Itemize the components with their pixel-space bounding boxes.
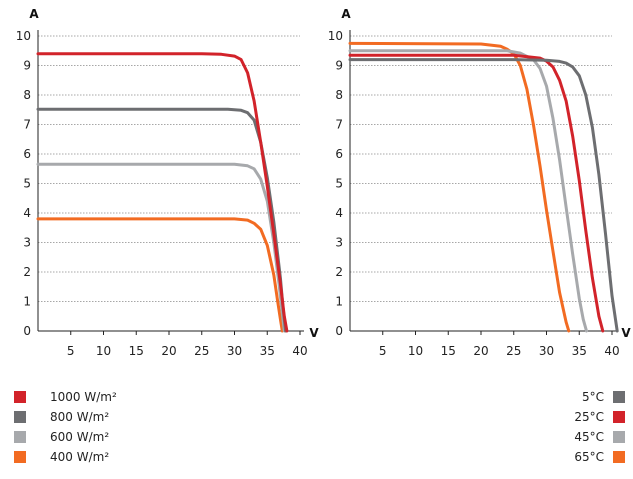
chart2-legend-label: 5°C: [582, 390, 604, 404]
chart2-series-line: [348, 41, 571, 333]
chart1-y-tick-label: 9: [23, 59, 31, 73]
chart2-legend-label: 25°C: [574, 410, 604, 424]
chart2-legend-swatch: [613, 431, 625, 443]
chart1-x-tick-label: 35: [260, 344, 275, 358]
chart2-y-tick-label: 8: [335, 88, 343, 102]
chart1-x-tick-label: 15: [129, 344, 144, 358]
chart1-y-axis-label: A: [29, 7, 39, 21]
chart1-y-tick-label: 2: [23, 265, 31, 279]
chart2-y-tick-label: 3: [335, 236, 343, 250]
chart2-y-axis-label: A: [341, 7, 351, 21]
chart1-legend-label: 800 W/m²: [50, 410, 109, 424]
chart1-legend-label: 600 W/m²: [50, 430, 109, 444]
chart1-legend-swatch: [14, 411, 26, 423]
chart2-legend-swatch: [613, 391, 625, 403]
chart2-x-tick-label: 5: [379, 344, 387, 358]
chart1-series-line: [36, 52, 289, 333]
chart1-x-axis-label: V: [309, 326, 319, 340]
chart1-legend-swatch: [14, 431, 26, 443]
chart2-y-tick-label: 1: [335, 295, 343, 309]
chart1-x-tick-label: 40: [292, 344, 307, 358]
chart2-y-tick-label: 7: [335, 118, 343, 132]
chart1-y-tick-label: 6: [23, 147, 31, 161]
chart1-y-tick-label: 5: [23, 177, 31, 191]
chart1-legend-swatch: [14, 391, 26, 403]
chart1-y-tick-label: 7: [23, 118, 31, 132]
chart1-legend-label: 1000 W/m²: [50, 390, 117, 404]
chart2-x-tick-label: 30: [539, 344, 554, 358]
chart2-legend-swatch: [613, 411, 625, 423]
chart1-legend-swatch: [14, 451, 26, 463]
chart1-y-tick-label: 1: [23, 295, 31, 309]
chart2-x-tick-label: 40: [604, 344, 619, 358]
chart2-y-tick-label: 2: [335, 265, 343, 279]
chart1-y-tick-label: 3: [23, 236, 31, 250]
chart2-x-tick-label: 15: [441, 344, 456, 358]
chart1-x-tick-label: 5: [67, 344, 75, 358]
chart2-x-tick-label: 25: [506, 344, 521, 358]
chart1-y-tick-label: 0: [23, 324, 31, 338]
chart1-y-tick-label: 4: [23, 206, 31, 220]
chart2-y-tick-label: 4: [335, 206, 343, 220]
chart2-x-tick-label: 10: [408, 344, 423, 358]
chart2-x-tick-label: 35: [572, 344, 587, 358]
chart2-y-tick-label: 9: [335, 59, 343, 73]
chart1-y-tick-label: 10: [16, 29, 31, 43]
chart2-series-line: [348, 53, 605, 333]
chart2-y-tick-label: 5: [335, 177, 343, 191]
chart1-legend-label: 400 W/m²: [50, 450, 109, 464]
chart2-legend-label: 65°C: [574, 450, 604, 464]
chart2-x-axis-label: V: [621, 326, 631, 340]
chart1-x-tick-label: 25: [194, 344, 209, 358]
chart1-series-line: [36, 162, 286, 333]
chart2-x-tick-label: 20: [473, 344, 488, 358]
chart2-legend-label: 45°C: [574, 430, 604, 444]
chart2-series-line: [348, 49, 588, 333]
chart1-x-tick-label: 10: [96, 344, 111, 358]
chart2-legend-swatch: [613, 451, 625, 463]
chart2-series-line: [348, 58, 619, 333]
chart2-y-tick-label: 6: [335, 147, 343, 161]
chart1-x-tick-label: 20: [161, 344, 176, 358]
chart1-x-tick-label: 30: [227, 344, 242, 358]
chart2-y-tick-label: 10: [328, 29, 343, 43]
chart2-y-tick-label: 0: [335, 324, 343, 338]
chart1-series-line: [36, 217, 284, 333]
chart1-y-tick-label: 8: [23, 88, 31, 102]
